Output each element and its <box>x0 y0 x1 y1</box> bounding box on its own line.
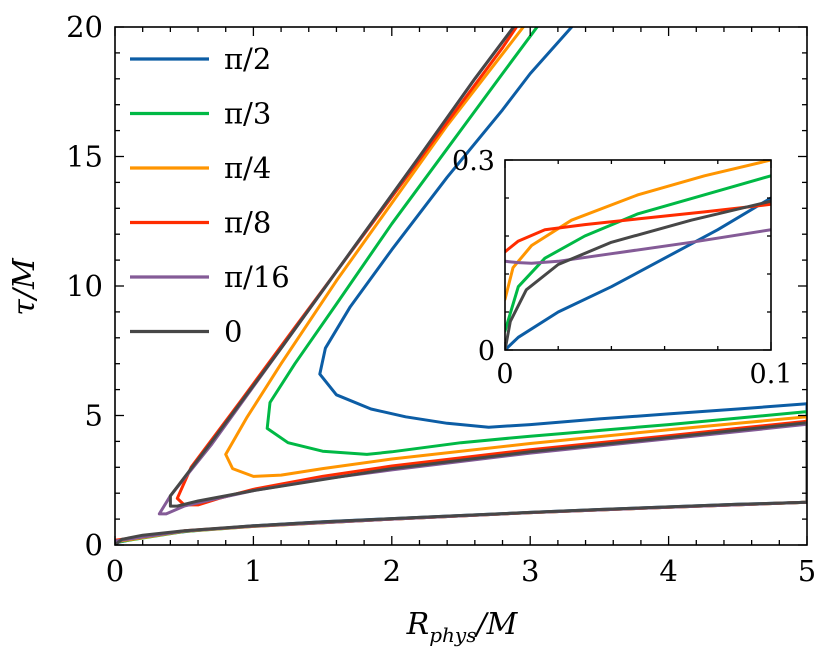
main-plot-xtick-label: 4 <box>659 554 677 588</box>
legend-label: π/2 <box>224 42 271 76</box>
inset-plot-ytick-label: 0.3 <box>452 146 495 177</box>
main-plot-ytick-label: 10 <box>66 269 103 303</box>
inset-plot-series-2 <box>505 160 771 301</box>
legend-label: π/8 <box>224 206 271 240</box>
inset-plot-series-3 <box>505 202 771 254</box>
inset-plot-xtick-label: 0.1 <box>750 359 793 390</box>
y-axis-title: τ/M <box>7 257 42 316</box>
main-plot-xtick-label: 3 <box>521 554 539 588</box>
x-axis-title: Rphys/M <box>406 607 519 647</box>
inset-plot-series-1 <box>505 174 771 333</box>
inset-plot-frame <box>504 159 772 351</box>
main-plot-xtick-label: 1 <box>244 554 262 588</box>
main-plot-series-5 <box>115 27 807 545</box>
svg-text:Rphys/M: Rphys/M <box>406 607 519 647</box>
legend-label: π/4 <box>224 151 271 185</box>
inset-plot: 0 0.1 0 0.3 <box>452 146 792 390</box>
main-plot-xtick-label: 0 <box>106 554 124 588</box>
legend-label: π/16 <box>224 260 290 294</box>
main-plot: 0 1 2 3 4 5 0 5 10 15 20 <box>66 10 816 588</box>
legend-label: 0 <box>224 315 242 349</box>
legend-label: π/3 <box>224 97 271 131</box>
inset-plot-xtick-label: 0 <box>496 359 513 390</box>
main-plot-ytick-label: 5 <box>85 399 103 433</box>
legend: π/2 π/3 π/4 π/8 π/16 0 <box>130 42 290 349</box>
svg-text:τ/M: τ/M <box>7 257 42 316</box>
inset-plot-series-4 <box>505 228 771 265</box>
main-plot-xtick-label: 5 <box>798 554 816 588</box>
inset-plot-series-5 <box>505 199 771 350</box>
main-plot-ytick-label: 0 <box>85 528 103 562</box>
main-plot-xtick-label: 2 <box>383 554 401 588</box>
inset-plot-series-0 <box>505 196 771 350</box>
main-plot-ytick-label: 20 <box>66 10 103 44</box>
inset-plot-ytick-label: 0 <box>478 336 495 367</box>
main-plot-ytick-label: 15 <box>66 140 103 174</box>
